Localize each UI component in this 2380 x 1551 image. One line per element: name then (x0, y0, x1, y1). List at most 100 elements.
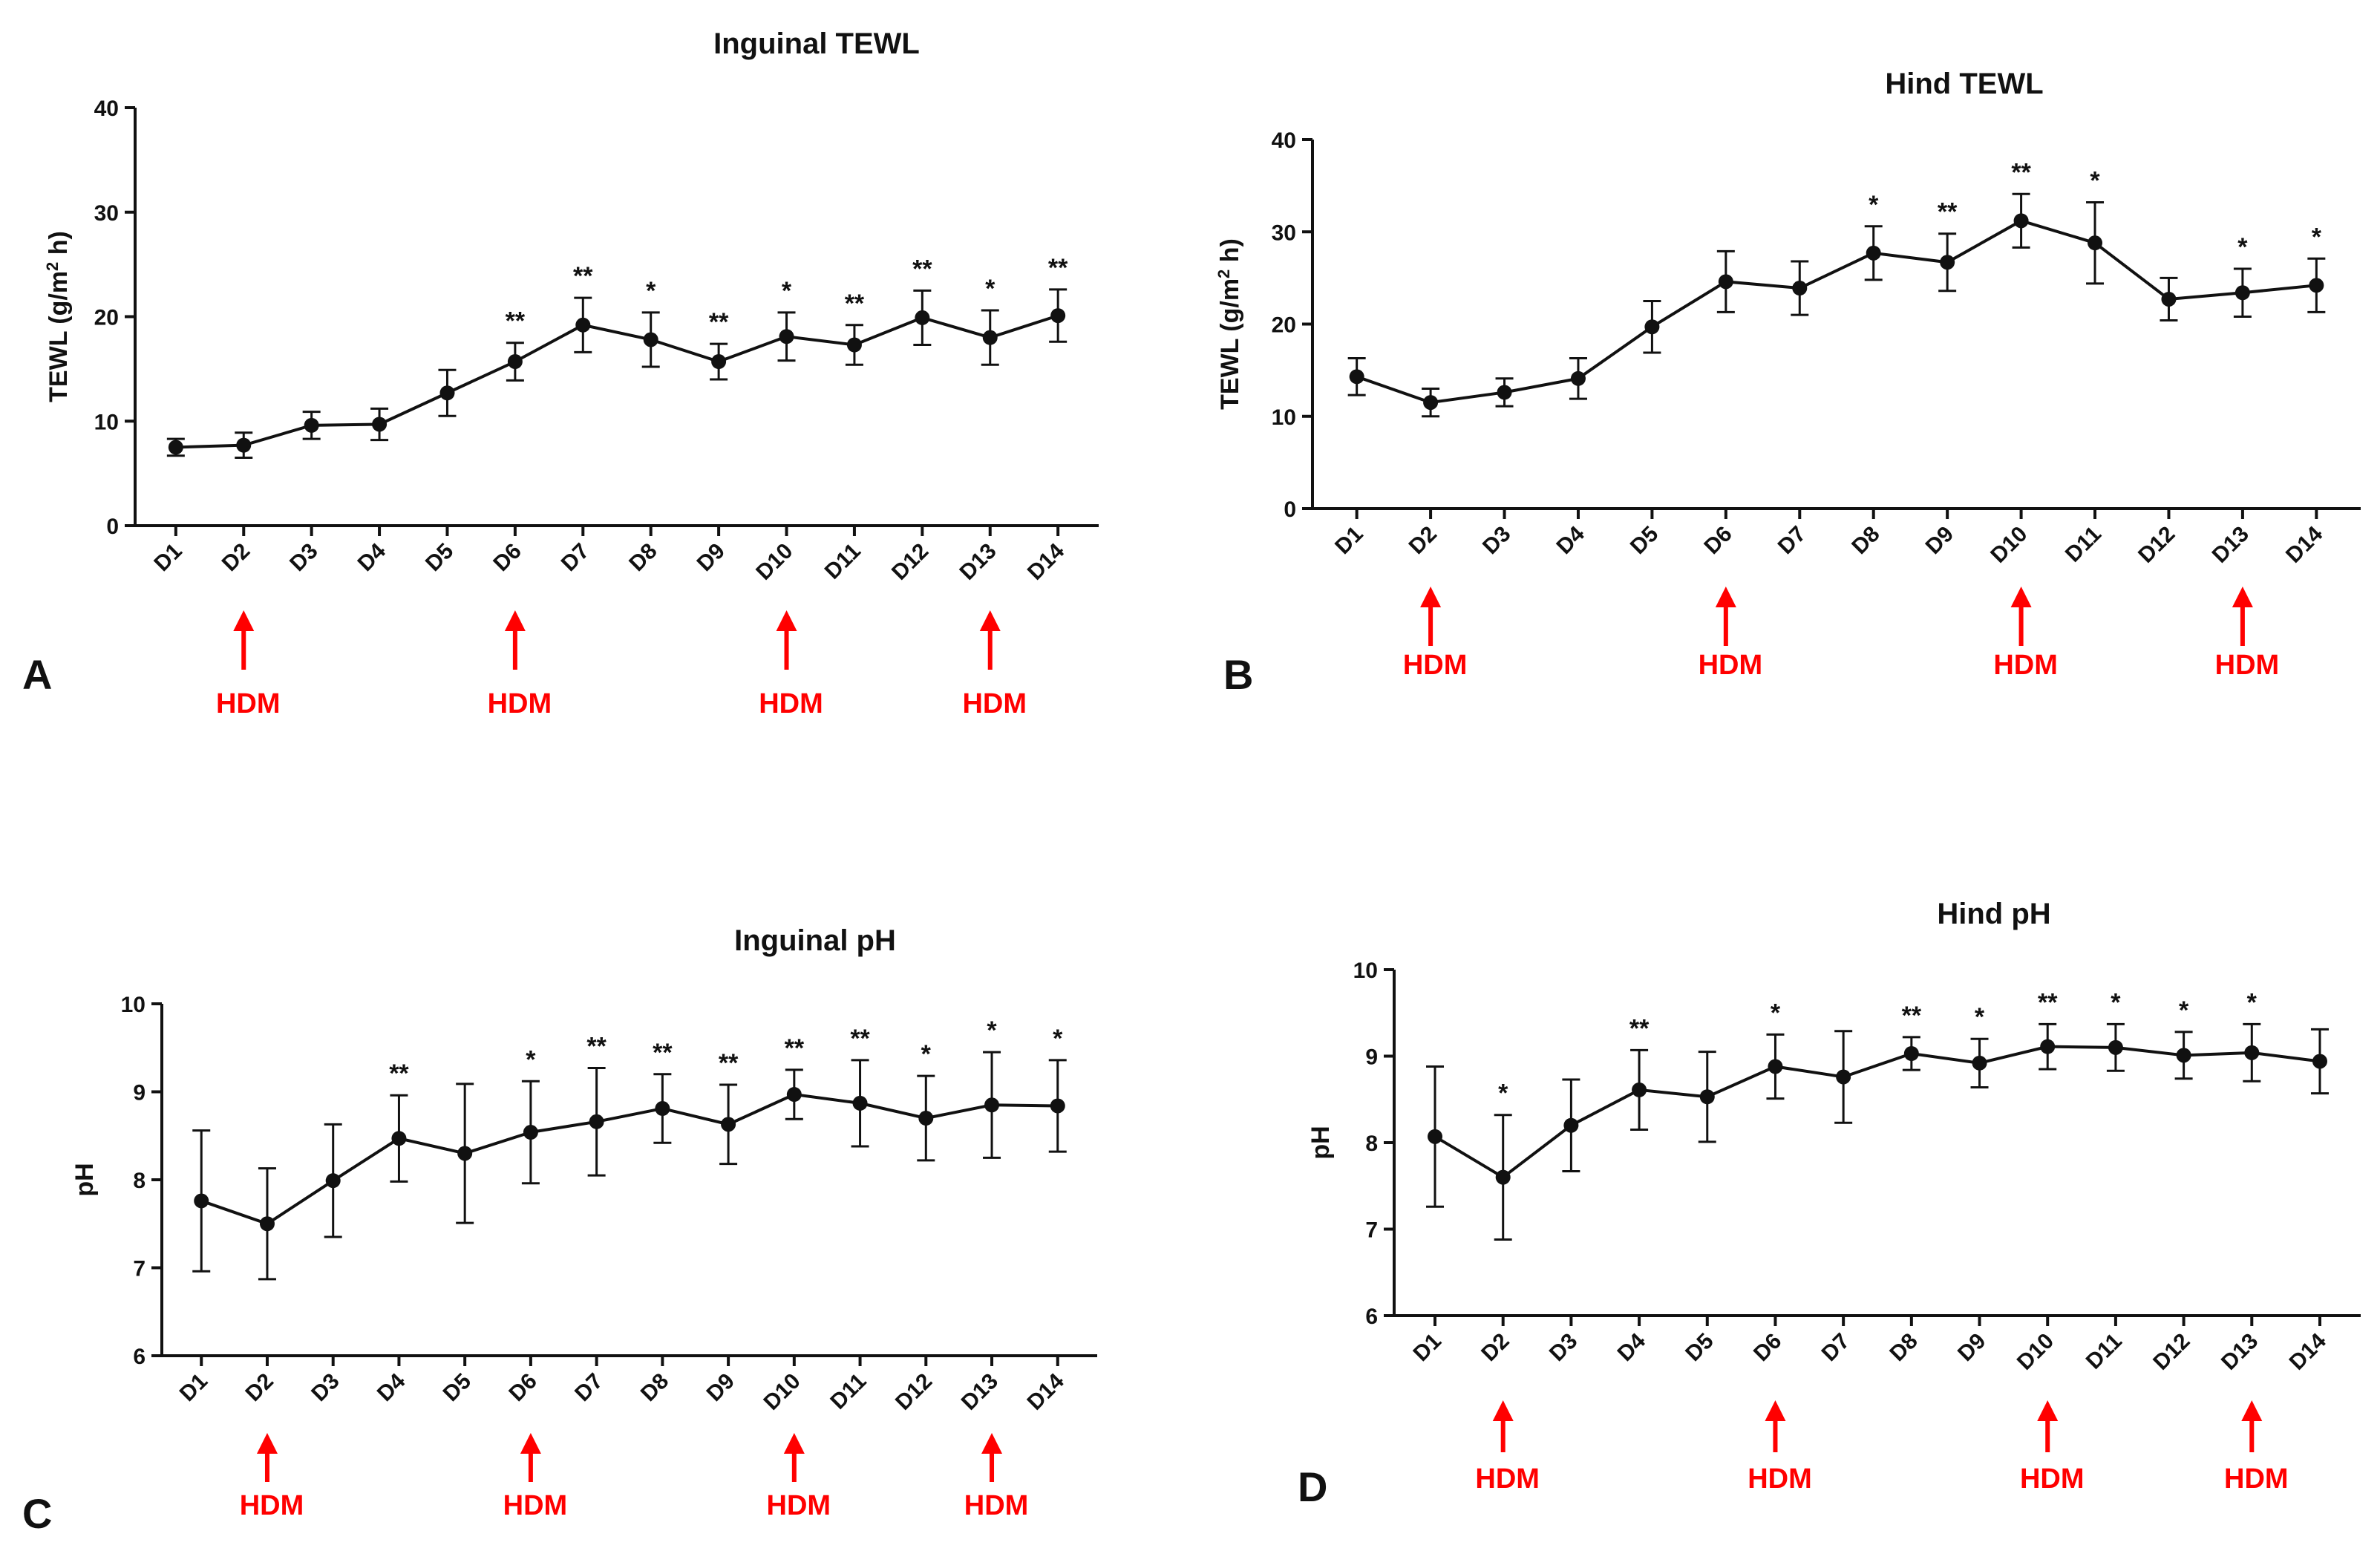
y-tick-label: 8 (1365, 1132, 1378, 1156)
x-tick-label: D10 (751, 539, 797, 585)
significance-marker: ** (1938, 198, 1958, 226)
hdm-arrow-head-icon (776, 610, 797, 631)
data-point (1497, 385, 1512, 400)
significance-marker: ** (2011, 158, 2031, 186)
significance-marker: * (2111, 988, 2121, 1016)
y-tick-label: 10 (1353, 959, 1378, 983)
data-point (2108, 1039, 2123, 1055)
x-tick-label: D12 (2148, 1329, 2194, 1375)
x-tick-label: D7 (557, 539, 594, 576)
data-point (1423, 395, 1439, 411)
significance-marker: * (1771, 999, 1781, 1027)
x-tick-label: D3 (285, 539, 322, 576)
hdm-arrow-head-icon (1765, 1400, 1786, 1421)
x-tick-label: D1 (1330, 522, 1367, 559)
data-point (982, 330, 998, 345)
y-tick-label: 9 (1365, 1045, 1378, 1070)
significance-marker: ** (1629, 1014, 1650, 1042)
hdm-arrow-head-icon (2037, 1400, 2059, 1421)
y-tick-label: 0 (106, 515, 119, 539)
data-point (1836, 1069, 1851, 1085)
x-tick-label: D4 (353, 538, 391, 576)
data-point (721, 1117, 736, 1132)
significance-marker: ** (586, 1033, 607, 1061)
hdm-arrow-head-icon (783, 1433, 805, 1454)
hdm-label: HDM (1993, 650, 2058, 681)
x-tick-label: D3 (1478, 522, 1515, 559)
y-tick-label: 0 (1284, 497, 1296, 522)
y-tick-label: 30 (94, 201, 119, 226)
y-tick-label: 6 (133, 1345, 146, 1369)
chart-panel-c: Inguinal pH 6 7 8 9 10 pH D1 D2 D3 D4 D5 D6 D7 D8 D9 D10… (22, 924, 1097, 1537)
y-tick-label: 6 (1365, 1305, 1378, 1329)
x-tick-label: D12 (887, 539, 933, 585)
data-point (1866, 245, 1881, 261)
x-tick-label: D2 (1477, 1329, 1514, 1366)
data-point (2312, 1054, 2327, 1069)
series-line (175, 314, 1059, 449)
y-tick-label: 20 (94, 306, 119, 330)
data-point (1349, 369, 1364, 385)
x-tick-label: D14 (2281, 521, 2327, 567)
data-point (918, 1111, 934, 1126)
hdm-label: HDM (1699, 650, 1763, 681)
x-tick-label: D13 (957, 1369, 1003, 1415)
data-point (259, 1216, 275, 1232)
data-point (1972, 1055, 1987, 1071)
y-tick-label: 30 (1272, 221, 1296, 245)
y-axis-label: TEWL (g/m2 h) (43, 231, 73, 402)
data-point (915, 310, 930, 325)
chart-title: Inguinal pH (734, 924, 896, 957)
x-tick-label: D9 (1921, 522, 1958, 559)
x-tick-label: D14 (2285, 1328, 2331, 1374)
x-tick-label: D10 (1986, 522, 2032, 568)
significance-marker: ** (2038, 988, 2058, 1016)
significance-marker: ** (1902, 1002, 1922, 1030)
data-point (457, 1146, 473, 1161)
data-point (655, 1101, 670, 1117)
y-axis-label-text: pH (71, 1163, 99, 1196)
data-point (372, 417, 388, 432)
significance-marker: * (987, 1016, 997, 1045)
data-point (1718, 274, 1733, 290)
x-tick-label: D1 (175, 1369, 212, 1406)
hdm-arrow-head-icon (981, 1433, 1003, 1454)
chart-panel-d: Hind pH 6 7 8 9 10 pH D1 D2 D3 D4 D5 D6 D7 D8 D9 D10 D11 D… (1298, 898, 2361, 1510)
data-point (2161, 291, 2177, 307)
x-tick-label: D1 (1409, 1329, 1446, 1366)
y-axis-label: pH (1307, 1126, 1335, 1159)
data-point (1632, 1082, 1647, 1097)
hdm-arrow-head-icon (504, 610, 526, 631)
data-point (236, 437, 252, 453)
significance-marker: ** (845, 290, 865, 318)
hdm-arrow-head-icon (1492, 1400, 1514, 1421)
hdm-label: HDM (1748, 1463, 1812, 1495)
data-point (711, 354, 727, 370)
data-point (1644, 319, 1660, 335)
data-point (439, 385, 455, 401)
y-tick-label: 40 (94, 97, 119, 121)
significance-marker: * (1053, 1025, 1063, 1053)
data-point (1050, 1098, 1065, 1114)
data-point (2040, 1039, 2056, 1054)
data-point (168, 440, 183, 455)
x-tick-label: D6 (1699, 522, 1736, 559)
x-tick-label: D9 (1953, 1329, 1990, 1366)
x-tick-label: D6 (1749, 1329, 1786, 1366)
significance-marker: * (1498, 1080, 1508, 1108)
x-tick-label: D9 (693, 539, 730, 576)
x-tick-label: D8 (1885, 1329, 1922, 1366)
hdm-arrow-head-icon (520, 1433, 541, 1454)
significance-marker: ** (709, 308, 729, 336)
data-point (1792, 281, 1808, 296)
hdm-label: HDM (767, 1490, 831, 1521)
x-tick-label: D7 (1773, 522, 1811, 559)
y-tick-label: 20 (1272, 313, 1296, 338)
chart-panel-b: Hind TEWL 0 10 20 30 40 TEWL (g/m2 h) D1 D2 D3 D4 D… (1214, 68, 2361, 698)
x-tick-label: D13 (2217, 1329, 2263, 1375)
chart-panel-a: Inguinal TEWL 0 10 20 30 40 TEWL (g/m2 h) D1 D2 D… (22, 27, 1099, 719)
significance-marker: ** (912, 255, 932, 283)
data-point (1050, 308, 1066, 324)
chart-title: Inguinal TEWL (713, 27, 920, 60)
